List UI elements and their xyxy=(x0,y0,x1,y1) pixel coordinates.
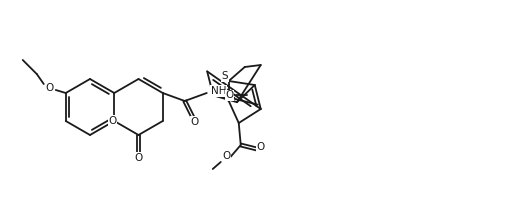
Text: NH: NH xyxy=(211,86,226,96)
Text: O: O xyxy=(134,153,143,163)
Text: O: O xyxy=(108,116,117,126)
Text: O: O xyxy=(257,142,265,152)
Text: O: O xyxy=(223,151,231,161)
Text: O: O xyxy=(225,90,234,100)
Text: S: S xyxy=(221,71,228,81)
Text: O: O xyxy=(45,83,54,93)
Text: O: O xyxy=(191,117,199,127)
